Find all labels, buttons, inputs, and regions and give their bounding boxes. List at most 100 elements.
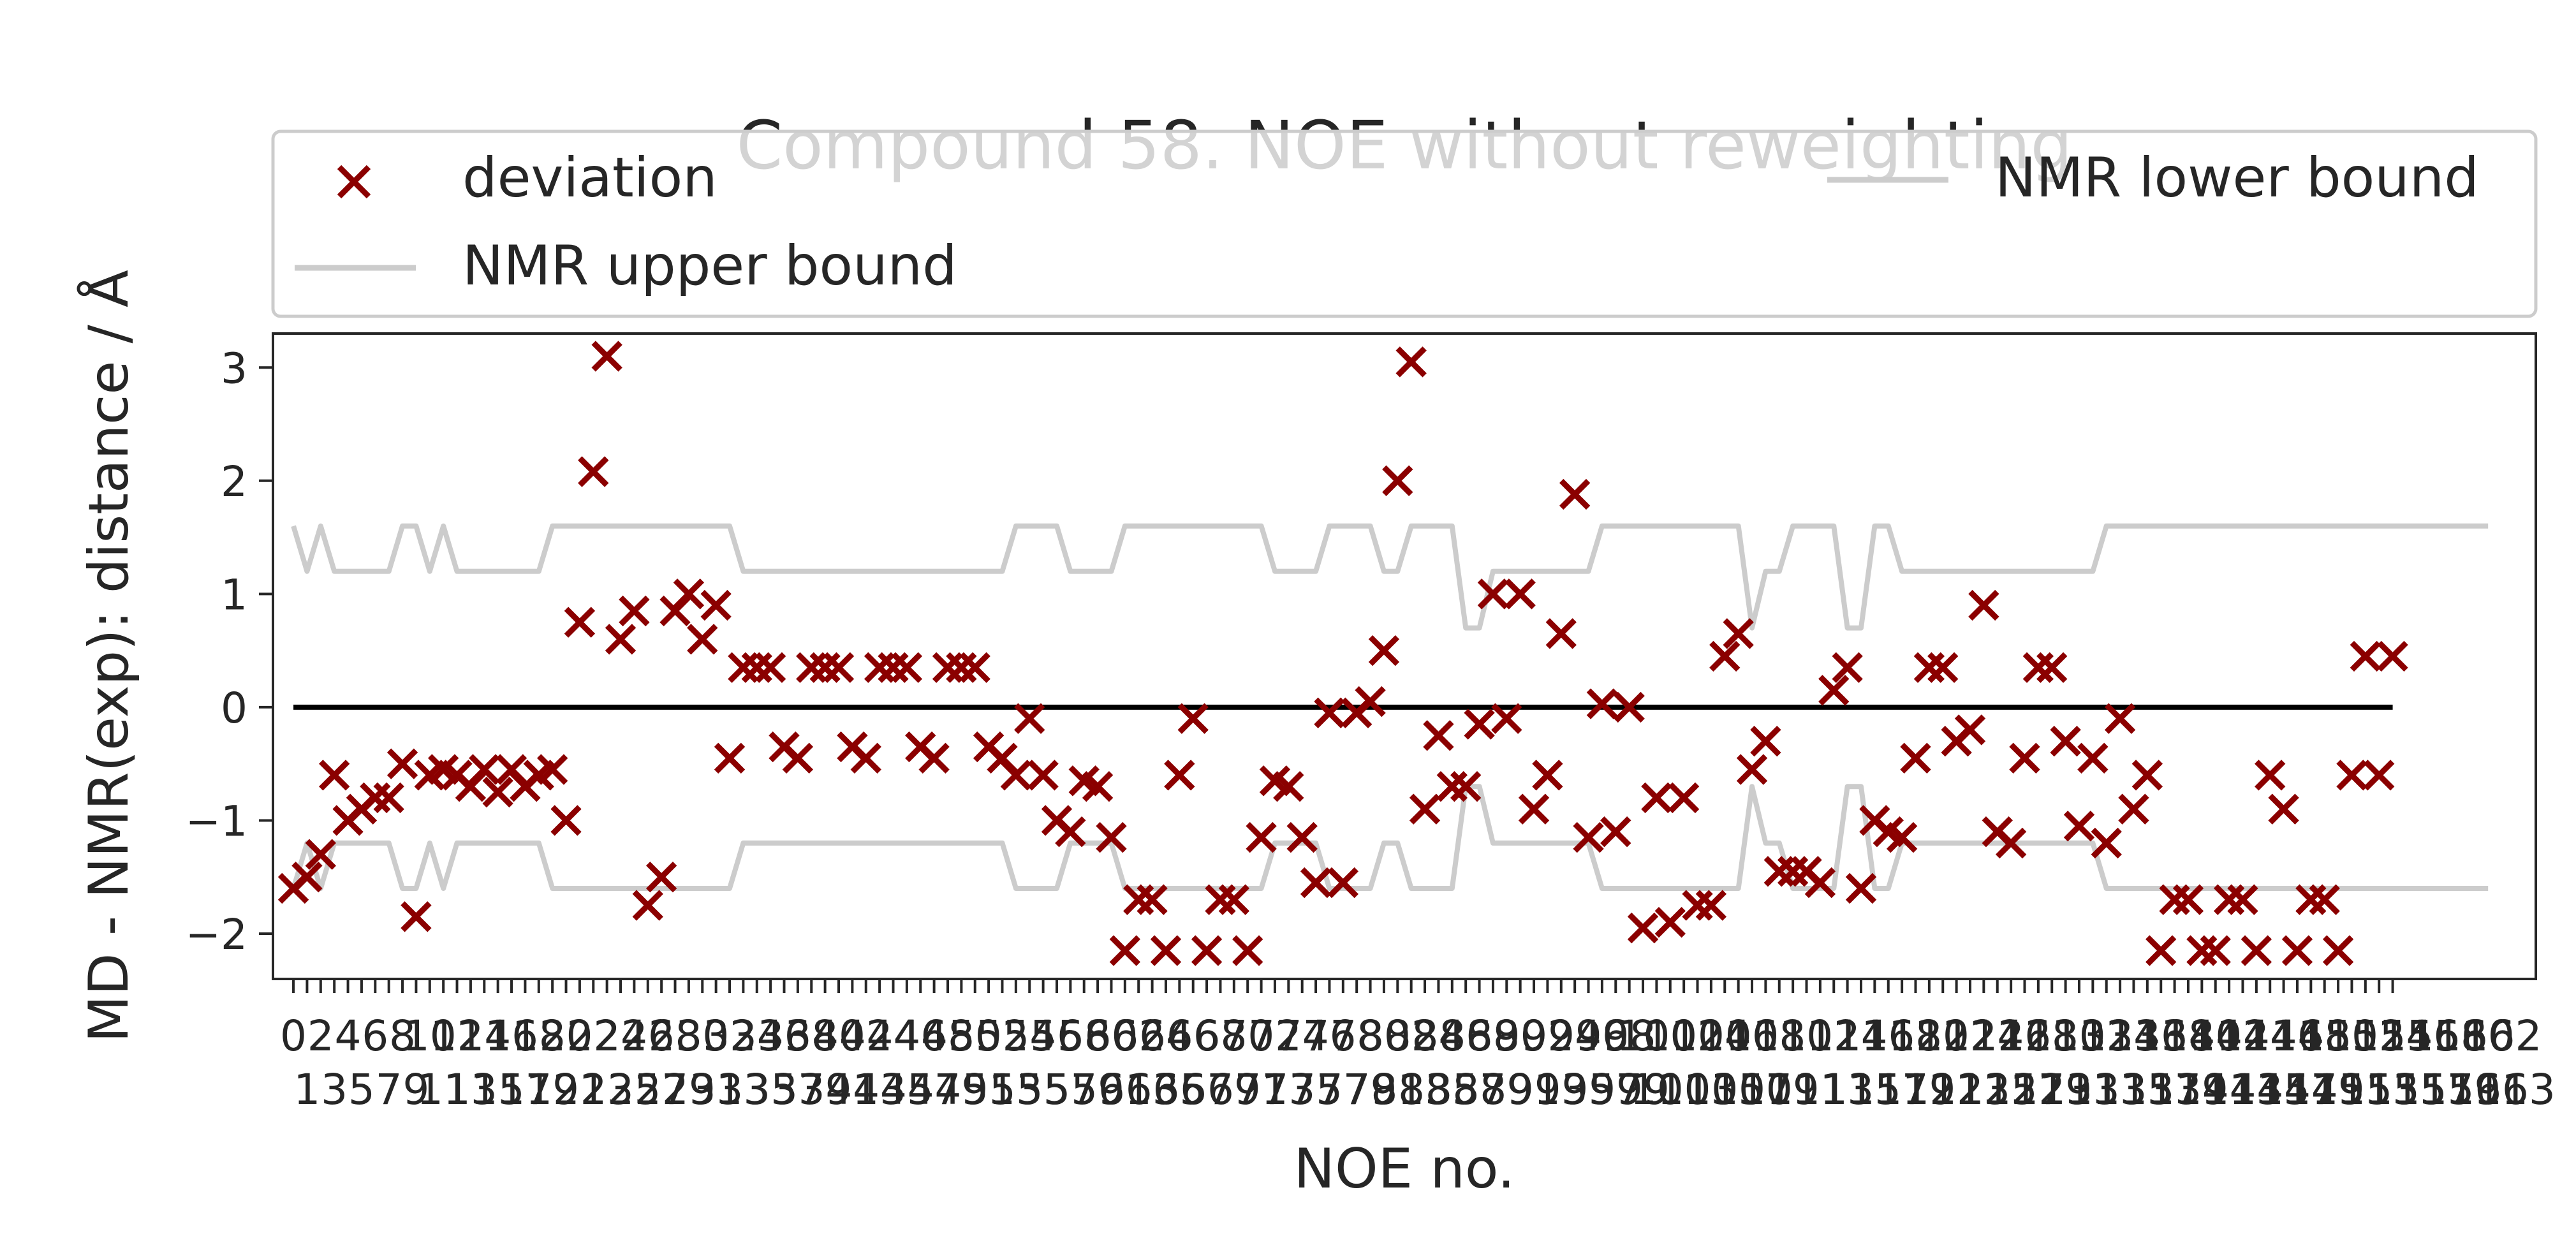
x-tick-label: 162 [2462, 1011, 2542, 1061]
x-tick-label: 26 [621, 1011, 675, 1061]
x-tick-label: 64 [1139, 1011, 1193, 1061]
x-tick-label: 111 [1767, 1065, 1847, 1114]
deviation-point [645, 862, 677, 893]
x-tick-label: 70 [1221, 1011, 1274, 1061]
x-tick-label: 45 [880, 1065, 934, 1114]
x-tick-label: 9 [402, 1065, 429, 1114]
deviation-point [469, 754, 500, 785]
deviation-point [1464, 709, 1495, 740]
y-tick-label: −1 [186, 797, 247, 846]
deviation-point [1205, 884, 1236, 915]
x-tick-label: 61 [1098, 1065, 1152, 1114]
deviation-point [360, 782, 391, 814]
x-tick-label: 14 [457, 1011, 511, 1061]
deviation-point [2309, 884, 2340, 915]
x-tick-label: 105 [1684, 1065, 1765, 1114]
deviation-point [754, 652, 786, 683]
deviation-point [1614, 691, 1645, 723]
x-tick-label: 137 [2121, 1065, 2201, 1114]
deviation-point [1750, 725, 1781, 757]
x-axis-label: NOE no. [1294, 1137, 1515, 1201]
x-tick-label: 22 [566, 1011, 620, 1061]
deviation-point [932, 652, 964, 683]
deviation-point [878, 652, 909, 683]
x-tick-label: 35 [744, 1065, 797, 1114]
x-tick-label: 122 [1917, 1011, 1997, 1061]
deviation-point [714, 742, 746, 774]
x-tick-label: 51 [962, 1065, 1015, 1114]
y-tick-label: −2 [186, 910, 247, 959]
x-tick-label: 102 [1644, 1011, 1724, 1061]
x-tick-label: 32 [703, 1011, 756, 1061]
x-tick-label: 40 [812, 1011, 865, 1061]
deviation-points [277, 341, 2408, 966]
x-tick-label: 101 [1630, 1065, 1711, 1114]
deviation-point [1286, 821, 1318, 853]
x-tick-label: 41 [825, 1065, 879, 1114]
deviation-point [1927, 652, 1959, 683]
legend-frame [271, 129, 2538, 318]
x-tick-label: 154 [2353, 1011, 2433, 1061]
deviation-point [1150, 935, 1182, 966]
deviation-point [1600, 816, 1631, 848]
x-tick-label: 18 [512, 1011, 566, 1061]
x-tick-label: 84 [1411, 1011, 1465, 1061]
x-tick-label: 37 [771, 1065, 825, 1114]
x-tick-label: 145 [2230, 1065, 2310, 1114]
deviation-point [1695, 890, 1727, 921]
x-tick-label: 65 [1152, 1065, 1206, 1114]
x-tick-label: 23 [580, 1065, 634, 1114]
x-tick-label: 146 [2244, 1011, 2324, 1061]
x-tick-label: 158 [2407, 1011, 2487, 1061]
x-tick-label: 13 [444, 1065, 497, 1114]
x-tick-label: 17 [498, 1065, 552, 1114]
deviation-point [1900, 742, 1931, 774]
x-tick-label: 62 [1112, 1011, 1165, 1061]
deviation-point [1477, 578, 1509, 610]
x-tick-label: 75 [1289, 1065, 1343, 1114]
y-axis-ticks: −2 −1 0 1 2 3 [186, 344, 273, 959]
x-tick-label: 96 [1575, 1011, 1629, 1061]
deviation-point [959, 652, 990, 683]
x-tick-label: 1 [293, 1065, 320, 1114]
x-tick-label: 88 [1466, 1011, 1520, 1061]
x-tick-label: 141 [2175, 1065, 2256, 1114]
x-tick-label: 124 [1943, 1011, 2024, 1061]
x-tick-label: 131 [2039, 1065, 2119, 1114]
deviation-point [1995, 827, 2027, 859]
x-tick-label: 30 [675, 1011, 729, 1061]
x-tick-label: 53 [989, 1065, 1043, 1114]
y-tick-label: 3 [221, 344, 247, 393]
x-tick-label: 160 [2434, 1011, 2515, 1061]
deviation-point [1832, 652, 1863, 683]
deviation-point [687, 624, 718, 655]
deviation-point [1409, 793, 1441, 825]
x-tick-label: 150 [2298, 1011, 2378, 1061]
x-tick-label: 110 [1753, 1011, 1833, 1061]
x-tick-label: 27 [635, 1065, 688, 1114]
deviation-point [2227, 884, 2258, 915]
x-tick-label: 126 [1971, 1011, 2051, 1061]
x-tick-label: 15 [471, 1065, 525, 1114]
x-tick-label: 79 [1344, 1065, 1397, 1114]
deviation-point [1395, 346, 1427, 378]
legend: deviation NMR upper bound NMR lower boun… [271, 129, 2538, 318]
x-tick-label: 114 [1807, 1011, 1888, 1061]
x-tick-label: 91 [1507, 1065, 1561, 1114]
deviation-point [2377, 640, 2408, 672]
deviation-point [1164, 760, 1195, 791]
deviation-point [591, 341, 622, 372]
deviation-point [1777, 856, 1809, 887]
deviation-point [673, 578, 705, 610]
deviation-point [1818, 675, 1850, 706]
deviation-point [1736, 754, 1768, 785]
deviation-point [1518, 793, 1550, 825]
x-tick-label: 25 [607, 1065, 661, 1114]
deviation-point [1654, 907, 1686, 938]
deviation-point [2063, 811, 2095, 842]
x-tick-label: 55 [1017, 1065, 1070, 1114]
deviation-point [918, 742, 950, 774]
deviation-point [1627, 912, 1659, 944]
x-tick-label: 10 [403, 1011, 457, 1061]
x-tick-label: 153 [2339, 1065, 2419, 1114]
